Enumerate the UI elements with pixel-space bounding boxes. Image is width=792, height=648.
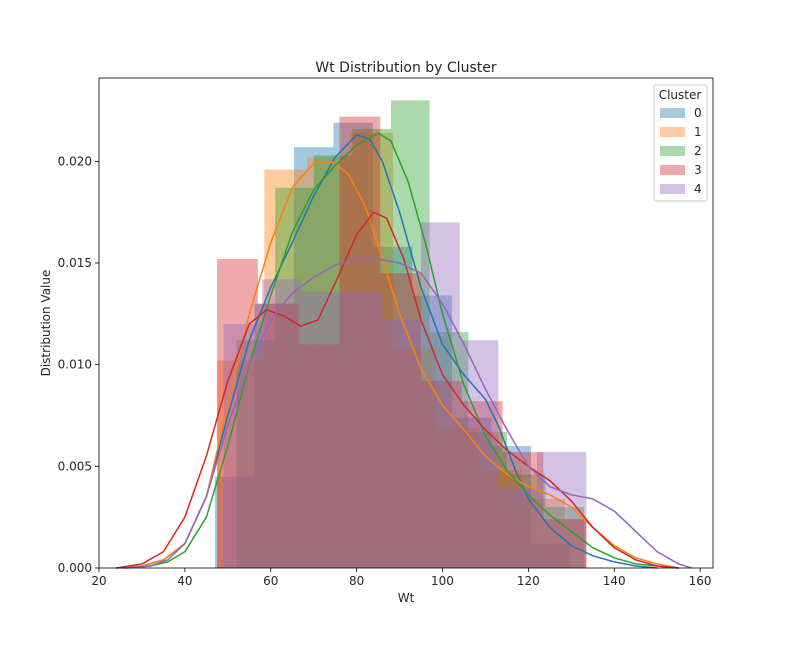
legend-box (653, 84, 708, 202)
y-tick-label: 0.000 (58, 561, 92, 575)
x-tick-label: 80 (349, 574, 364, 588)
histogram-bars (214, 100, 587, 569)
hist-bar-cluster-2-bin-4 (390, 100, 430, 569)
legend-label-cluster-3: 3 (694, 163, 702, 177)
legend: Cluster 0 1 2 3 4 (653, 84, 708, 202)
hist-bar-cluster-0-bin-0 (214, 476, 255, 568)
hist-bar-cluster-0-bin-3 (333, 122, 373, 568)
x-tick-label: 100 (431, 574, 454, 588)
hist-bar-cluster-0-bin-6 (451, 417, 492, 568)
kde-line-cluster-0 (116, 134, 658, 569)
legend-swatch-cluster-2 (660, 146, 685, 156)
legend-swatch-cluster-1 (660, 127, 685, 137)
hist-bar-cluster-4-bin-4 (382, 319, 422, 568)
hist-bar-cluster-2-bin-3 (352, 128, 391, 568)
legend-label-cluster-0: 0 (694, 106, 702, 120)
legend-label-cluster-1: 1 (694, 125, 702, 139)
legend-label-cluster-4: 4 (694, 182, 702, 196)
hist-bar-cluster-3-bin-2 (298, 344, 340, 568)
hist-bar-cluster-1-bin-1 (264, 169, 308, 569)
hist-bar-cluster-4-bin-5 (421, 222, 460, 569)
x-tick-label: 20 (91, 574, 106, 588)
y-axis-label: Distribution Value (39, 270, 53, 377)
hist-bar-cluster-1-bin-2 (307, 157, 351, 569)
x-axis-ticks: 20 40 60 80 100 120 140 160 (91, 568, 712, 588)
hist-bar-cluster-4-bin-7 (498, 488, 537, 568)
x-axis-label: Wt (398, 591, 415, 605)
hist-bar-cluster-4-bin-3 (339, 291, 383, 568)
kde-curves (116, 132, 692, 569)
hist-bar-cluster-4-bin-2 (300, 291, 340, 568)
hist-bar-cluster-0-bin-5 (412, 295, 452, 568)
kde-line-cluster-3 (116, 211, 679, 569)
legend-items: 0 1 2 3 4 (660, 106, 702, 196)
hist-bar-cluster-3-bin-4 (380, 273, 422, 568)
y-axis-ticks: 0.000 0.005 0.010 0.015 0.020 (58, 154, 99, 575)
hist-bar-cluster-3-bin-3 (339, 116, 381, 568)
y-tick-label: 0.005 (58, 459, 92, 473)
hist-bar-cluster-0-bin-4 (372, 246, 413, 568)
plot-frame (98, 77, 714, 569)
hist-bar-cluster-2-bin-2 (313, 155, 353, 568)
hist-bar-cluster-1-bin-3 (350, 132, 394, 568)
plot-area (116, 100, 692, 569)
kde-line-cluster-4 (124, 258, 692, 569)
hist-bar-cluster-0-bin-8 (530, 543, 571, 568)
hist-bar-cluster-0-bin-1 (254, 303, 294, 568)
hist-bar-cluster-4-bin-1 (262, 279, 301, 568)
y-tick-label: 0.015 (58, 256, 92, 270)
hist-bar-cluster-1-bin-5 (436, 427, 479, 568)
hist-bar-cluster-1-bin-6 (478, 470, 522, 568)
hist-bar-cluster-2-bin-6 (468, 431, 507, 568)
legend-swatch-cluster-0 (660, 108, 685, 118)
kde-line-cluster-1 (120, 160, 679, 569)
x-tick-label: 60 (263, 574, 278, 588)
legend-title: Cluster (659, 88, 702, 102)
kde-line-cluster-2 (124, 132, 679, 569)
x-tick-label: 140 (603, 574, 626, 588)
hist-bar-cluster-1-bin-4 (393, 348, 437, 568)
x-tick-label: 40 (177, 574, 192, 588)
legend-label-cluster-2: 2 (694, 144, 702, 158)
chart-title: Wt Distribution by Cluster (315, 60, 496, 76)
y-tick-label: 0.020 (58, 154, 92, 168)
hist-bar-cluster-2-bin-0 (236, 340, 276, 568)
legend-swatch-cluster-4 (660, 184, 685, 194)
hist-bar-cluster-2-bin-1 (275, 187, 314, 569)
x-tick-label: 160 (689, 574, 712, 588)
x-tick-label: 120 (517, 574, 540, 588)
legend-swatch-cluster-3 (660, 165, 685, 175)
y-tick-label: 0.010 (58, 358, 92, 372)
hist-bar-cluster-3-bin-1 (257, 303, 299, 568)
hist-bar-cluster-3-bin-5 (421, 380, 462, 568)
